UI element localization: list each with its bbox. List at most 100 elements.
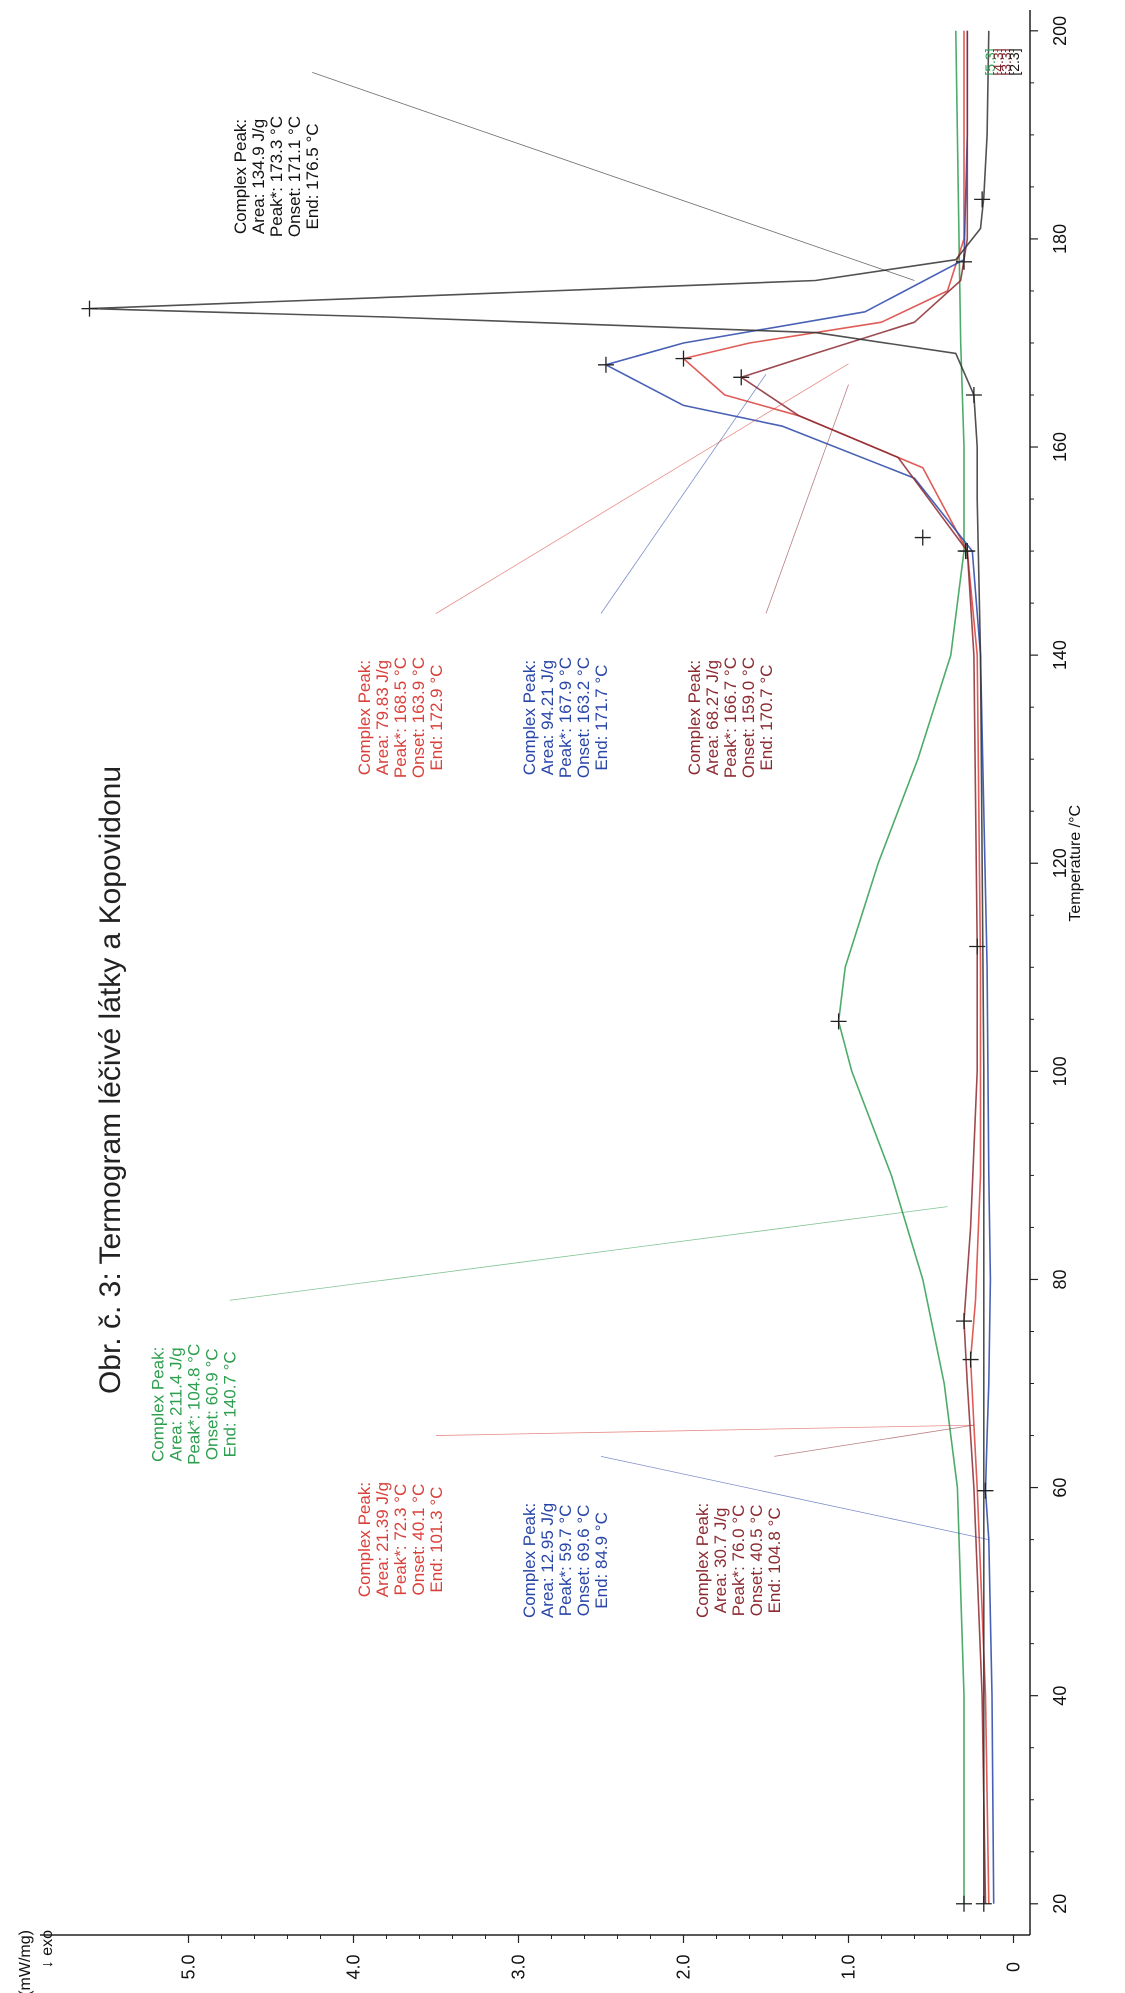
annotation-line: Peak*: 59.7 °C (556, 1505, 575, 1617)
peak-annotation-6: Complex Peak: Area: 94.21 J/g Peak*: 167.9… (520, 373, 767, 778)
annotation-line: Area: 134.9 J/g (249, 119, 268, 234)
annotation-line: Area: 94.21 J/g (538, 660, 557, 775)
y-tick-label: 5.0 (179, 1954, 199, 1979)
annotation-line: End: 172.9 °C (427, 665, 446, 771)
annotation-line: Onset: 163.2 °C (574, 657, 593, 778)
annotation-line: End: 176.5 °C (303, 123, 322, 229)
segment-label: [3.3] (998, 48, 1014, 75)
peak-marker (597, 356, 614, 373)
y-tick-label: 3.0 (509, 1954, 529, 1979)
annotation-line: Area: 21.39 J/g (373, 1482, 392, 1597)
axes: 20 40 60 80 100 120 140 160 180 200 0 1.0 2.0 3.0 4.0 5… (40, 10, 1070, 1980)
annotation-line: Complex Peak: (693, 1503, 712, 1618)
peak-marker (957, 543, 974, 560)
annotation-line: Onset: 171.1 °C (285, 116, 304, 237)
peak-annotation-3: Complex Peak: Area: 12.95 J/g Peak*: 59.7 … (520, 1455, 989, 1618)
annotation-leader (435, 363, 849, 614)
annotation-line: Onset: 69.6 °C (574, 1505, 593, 1617)
peak-markers (81, 191, 994, 1912)
peak-annotation-5: Complex Peak: Area: 79.83 J/g Peak*: 168.5… (355, 363, 849, 778)
annotation-line: Complex Peak: (355, 1482, 374, 1597)
y-tick-label: 0 (1004, 1962, 1024, 1972)
chart-title: Obr. č. 3: Termogram léčivé látky a Kopo… (94, 766, 127, 1394)
annotation-line: Onset: 40.5 °C (747, 1505, 766, 1617)
x-tick-label: 200 (1050, 16, 1070, 46)
y-tick-label: 1.0 (839, 1954, 859, 1979)
x-tick-label: 100 (1050, 1056, 1070, 1086)
annotation-line: Complex Peak: (355, 660, 374, 775)
annotation-leader (312, 72, 915, 281)
peak-annotation-2: Complex Peak: Area: 21.39 J/g Peak*: 72.3 … (355, 1424, 974, 1597)
peak-marker (914, 529, 931, 546)
peak-marker (733, 369, 750, 386)
annotation-line: Onset: 40.1 °C (409, 1484, 428, 1596)
annotation-line: End: 84.9 °C (592, 1512, 611, 1609)
peak-marker (965, 387, 982, 403)
annotation-line: Area: 68.27 J/g (703, 660, 722, 775)
annotation-line: Complex Peak: (520, 660, 539, 775)
x-tick-label: 160 (1050, 432, 1070, 462)
annotation-line: Complex Peak: (231, 119, 250, 234)
annotation-line: End: 170.7 °C (757, 665, 776, 771)
peak-marker (962, 1351, 979, 1368)
peak-marker (830, 1013, 847, 1030)
annotation-leader (600, 1455, 989, 1540)
x-tick-label: 60 (1050, 1478, 1070, 1498)
annotation-line: Area: 79.83 J/g (373, 660, 392, 775)
x-tick-label: 40 (1050, 1686, 1070, 1706)
dsc-curve-1 (837, 30, 965, 1904)
annotation-leader (229, 1206, 948, 1301)
annotation-line: Area: 211.4 J/g (167, 1347, 186, 1461)
y-tick-label: 2.0 (674, 1954, 694, 1979)
annotation-line: Peak*: 173.3 °C (267, 116, 286, 237)
annotation-line: End: 101.3 °C (427, 1487, 446, 1593)
x-tick-label: 120 (1050, 848, 1070, 878)
peak-marker (956, 253, 972, 270)
dsc-curve-3 (605, 30, 995, 1904)
peak-marker (969, 938, 986, 955)
annotation-line: Onset: 163.9 °C (409, 657, 428, 778)
segment-label: [2.3] (1006, 48, 1022, 75)
dsc-curve-2 (682, 30, 990, 1904)
x-tick-label: 140 (1050, 640, 1070, 670)
annotation-line: End: 140.7 °C (221, 1351, 240, 1457)
peak-marker (956, 1313, 972, 1330)
x-tick-label: 80 (1050, 1269, 1070, 1289)
y-tick-label: 4.0 (344, 1954, 364, 1979)
annotation-line: Peak*: 168.5 °C (391, 657, 410, 778)
annotation-line: Peak*: 167.9 °C (556, 657, 575, 778)
x-tick-label: 180 (1050, 224, 1070, 254)
annotation-line: Peak*: 104.8 °C (185, 1344, 204, 1465)
peak-annotation-1: Complex Peak: Area: 211.4 J/g Peak*: 104.8… (149, 1206, 948, 1465)
annotation-line: Onset: 159.0 °C (739, 657, 758, 778)
annotations: Complex Peak: Area: 211.4 J/g Peak*: 104.8… (149, 72, 989, 1618)
annotation-line: End: 171.7 °C (592, 665, 611, 771)
annotation-line: Area: 30.7 J/g (711, 1507, 730, 1613)
chart-text: Obr. č. 3: Termogram léčivé látky a Kopo… (17, 48, 1084, 1993)
curves (88, 30, 995, 1904)
annotation-line: Peak*: 76.0 °C (729, 1505, 748, 1617)
x-axis-label: Temperature /°C (1067, 805, 1084, 922)
annotation-line: Complex Peak: (520, 1503, 539, 1618)
annotation-line: Area: 12.95 J/g (538, 1503, 557, 1618)
annotation-line: Peak*: 72.3 °C (391, 1484, 410, 1596)
peak-marker (977, 1482, 994, 1499)
peak-marker (975, 1895, 992, 1912)
exo-direction-label: ↓ exo (39, 1930, 56, 1968)
peak-annotation-8: Complex Peak: Area: 134.9 J/g Peak*: 173.3… (231, 72, 915, 281)
y-axis-label: DSC /(mW/mg) (17, 1930, 34, 1993)
annotation-leader (435, 1424, 974, 1436)
annotation-line: Peak*: 166.7 °C (721, 657, 740, 778)
peak-marker (675, 350, 692, 367)
annotation-leader (600, 373, 767, 614)
annotation-leader (774, 1424, 974, 1457)
annotation-line: Complex Peak: (685, 660, 704, 775)
segment-label: [5.3] (982, 48, 998, 75)
peak-marker (956, 1895, 972, 1912)
annotation-line: Complex Peak: (149, 1347, 168, 1462)
peak-annotation-4: Complex Peak: Area: 30.7 J/g Peak*: 76.0 °… (693, 1424, 974, 1618)
annotation-line: End: 104.8 °C (765, 1507, 784, 1613)
peak-annotation-7: Complex Peak: Area: 68.27 J/g Peak*: 166.7… (685, 384, 849, 778)
peak-marker (974, 191, 991, 208)
